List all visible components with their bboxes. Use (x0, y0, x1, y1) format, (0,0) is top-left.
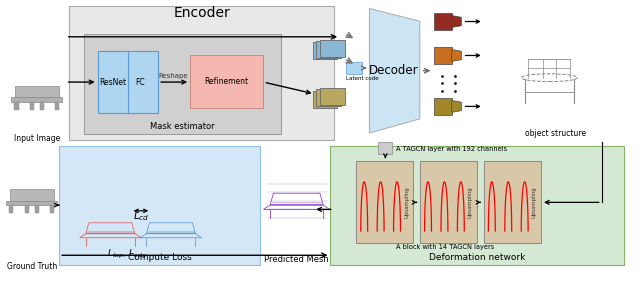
Bar (316, 89, 340, 106)
Bar (55, 102, 60, 110)
Text: Compute Loss: Compute Loss (127, 253, 191, 262)
Bar (312, 91, 337, 108)
Bar (69, 6, 333, 140)
Text: Mask estimator: Mask estimator (150, 122, 215, 131)
Polygon shape (369, 8, 420, 133)
Text: Latent code: Latent code (346, 76, 379, 81)
Text: Predicted Mesh: Predicted Mesh (264, 255, 329, 264)
Bar (420, 161, 477, 243)
Text: A TAGCN layer with 192 channels: A TAGCN layer with 192 channels (396, 145, 508, 152)
Bar (6, 201, 58, 205)
Text: FC: FC (135, 78, 145, 87)
Text: A block with 14 TAGCN layers: A block with 14 TAGCN layers (396, 245, 495, 250)
Text: ResNet: ResNet (99, 78, 127, 87)
Bar (35, 205, 39, 213)
Text: object structure: object structure (525, 128, 586, 138)
Bar (330, 146, 624, 265)
Bar (60, 146, 260, 265)
Polygon shape (452, 100, 461, 112)
Bar (40, 102, 44, 110)
Text: Upsampling: Upsampling (532, 186, 537, 218)
Bar (316, 41, 340, 58)
Text: $L_{tap}$, $L_{edg}$: $L_{tap}$, $L_{edg}$ (107, 248, 147, 261)
Bar (434, 13, 452, 30)
Bar (346, 62, 362, 74)
Bar (484, 161, 541, 243)
Text: Refinement: Refinement (204, 77, 248, 86)
Text: Upsampling: Upsampling (404, 186, 409, 218)
Bar (378, 142, 392, 154)
Text: Input Image: Input Image (14, 134, 60, 143)
Text: Ground Truth: Ground Truth (6, 261, 57, 271)
Bar (97, 51, 158, 113)
Bar (190, 55, 264, 108)
Text: $L_{cd}$: $L_{cd}$ (132, 210, 149, 223)
Bar (15, 102, 19, 110)
Bar (25, 205, 29, 213)
Polygon shape (452, 16, 461, 27)
Text: Upsampling: Upsampling (468, 186, 473, 218)
Bar (356, 161, 413, 243)
Bar (320, 40, 344, 57)
Bar (12, 97, 63, 102)
Bar (83, 34, 282, 134)
Text: Reshape: Reshape (158, 73, 188, 80)
Bar (15, 86, 59, 97)
Text: Deformation network: Deformation network (429, 253, 525, 262)
Bar (434, 98, 452, 115)
Bar (10, 205, 13, 213)
Bar (312, 42, 337, 59)
Text: Encoder: Encoder (173, 6, 230, 20)
Bar (434, 47, 452, 64)
Bar (50, 205, 54, 213)
Polygon shape (452, 50, 461, 61)
Text: Decoder: Decoder (369, 64, 419, 77)
Bar (10, 189, 54, 201)
Bar (320, 88, 344, 105)
Bar (30, 102, 34, 110)
